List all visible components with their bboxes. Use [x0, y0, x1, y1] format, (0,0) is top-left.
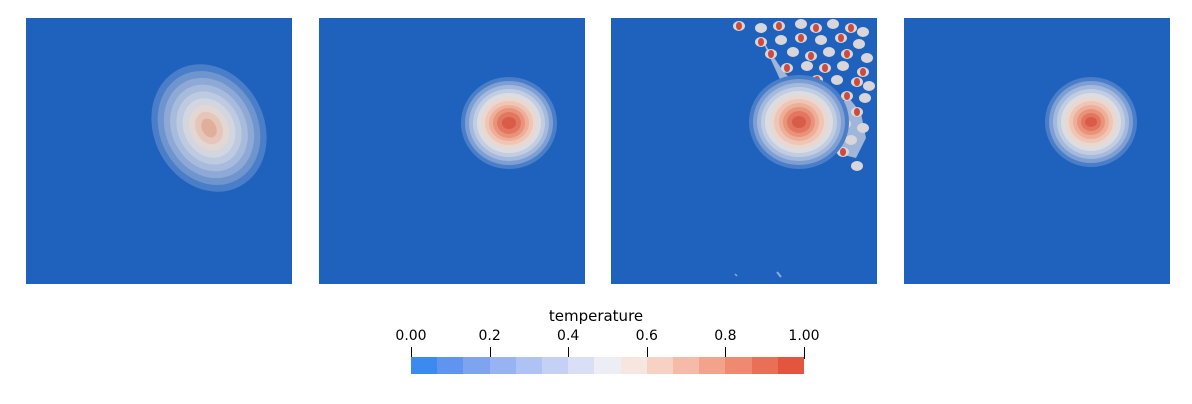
colorbar-segment [620, 357, 647, 374]
legend-tick-label: 0.00 [395, 328, 427, 344]
artifact-hotspot [798, 34, 804, 42]
artifact-hotspot [854, 78, 860, 86]
artifact-hotspot [844, 50, 850, 58]
plot-panel-2 [319, 18, 585, 284]
colorbar-segment [725, 357, 752, 374]
colorbar-segment [646, 357, 674, 374]
artifact-hotspot [860, 68, 866, 76]
colorbar-segment [568, 357, 595, 374]
colorbar-segment [673, 357, 700, 374]
artifact-hotspot [838, 34, 844, 42]
artifact-blob [851, 161, 863, 171]
colorbar-segment [437, 357, 464, 374]
legend-tick-mark [489, 347, 491, 359]
artifact-blob [823, 47, 835, 57]
artifact-blob [845, 135, 857, 145]
artifact-blob [831, 75, 843, 85]
colorbar-segment [489, 357, 516, 374]
legend-title: temperature [548, 307, 644, 325]
colorbar [411, 357, 805, 374]
plot-panel-4 [904, 18, 1170, 284]
artifact-blob [815, 35, 827, 45]
colorbar-segment [542, 357, 569, 374]
artifact-blob [863, 81, 875, 91]
artifact-hotspot [776, 22, 782, 30]
legend-tick-mark [646, 347, 648, 359]
artifact-blob [795, 19, 807, 29]
temperature-field-3 [611, 18, 877, 284]
legend-tick-label: 0.6 [635, 328, 658, 344]
artifact-blob [775, 35, 787, 45]
legend-tick-mark [567, 347, 569, 359]
colorbar-segment [699, 357, 726, 374]
legend-tick-mark [724, 347, 726, 359]
colorbar-segment [411, 357, 438, 374]
legend-tick-mark [410, 347, 412, 359]
artifact-blob [801, 61, 813, 71]
artifact-hotspot [736, 22, 742, 30]
artifact-hotspot [822, 64, 828, 72]
artifact-blob [857, 27, 869, 37]
artifact-hotspot [768, 50, 774, 58]
artifact-blob [859, 93, 871, 103]
legend-tick-label: 0.4 [557, 328, 580, 344]
colorbar-segment [777, 357, 805, 374]
artifact-blob [827, 19, 839, 29]
temperature-field-4 [904, 18, 1170, 284]
artifact-hotspot [813, 24, 819, 32]
artifact-hotspot [848, 24, 854, 32]
colorbar-segment [515, 357, 543, 374]
artifact-hotspot [758, 38, 764, 46]
artifact-blob [861, 53, 873, 63]
colorbar-segment [463, 357, 490, 374]
artifact-blob [853, 39, 865, 49]
temperature-field-2 [319, 18, 585, 284]
artifact-hotspot [784, 64, 790, 72]
artifact-hotspot [854, 108, 860, 116]
legend-tick-mark [803, 347, 805, 359]
legend-tick-label: 0.8 [714, 328, 737, 344]
colorbar-segment [751, 357, 778, 374]
artifact-blob [787, 47, 799, 57]
artifact-blob [837, 61, 849, 71]
artifact-blob [755, 23, 767, 33]
artifact-hotspot [840, 148, 846, 156]
legend-tick-label: 0.2 [478, 328, 501, 344]
plot-panel-3 [611, 18, 877, 284]
plot-panel-1 [26, 18, 292, 284]
legend-tick-label: 1.00 [788, 328, 820, 344]
temperature-field-1 [26, 18, 292, 284]
artifact-blob [857, 123, 869, 133]
artifact-hotspot [844, 92, 850, 100]
artifact-hotspot [808, 52, 814, 60]
colorbar-segment [594, 357, 621, 374]
